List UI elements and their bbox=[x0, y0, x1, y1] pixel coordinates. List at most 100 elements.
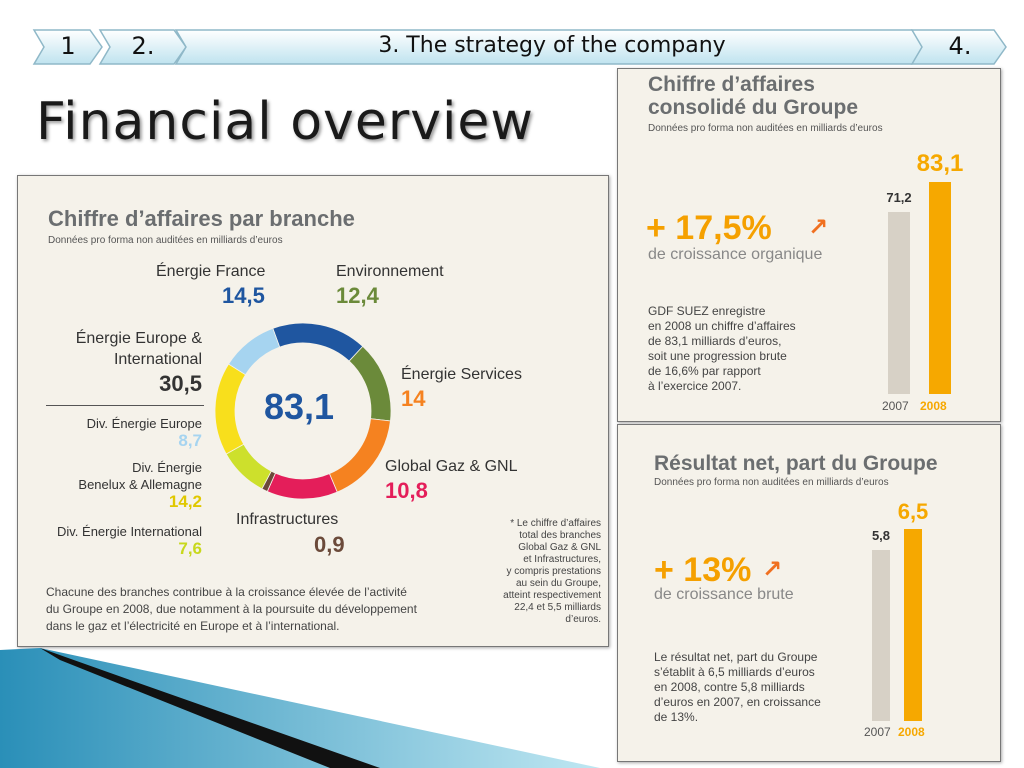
nav-step-3[interactable]: 3. The strategy of the company bbox=[174, 26, 930, 68]
net-bar-2007 bbox=[872, 550, 890, 721]
footnote: * Le chiffre d’affaires total des branch… bbox=[478, 518, 601, 626]
nav-step-1-label: 1 bbox=[60, 32, 76, 60]
net-text-line: en 2008, contre 5,8 milliards bbox=[654, 680, 805, 694]
net-text-line: de 13%. bbox=[654, 710, 699, 724]
revenue-growth: + 17,5% bbox=[646, 209, 772, 247]
revenue-title-line2: consolidé du Groupe bbox=[648, 96, 859, 119]
nav-step-1[interactable]: 1 bbox=[32, 26, 104, 68]
chevron-shape bbox=[910, 29, 1007, 65]
label-environnement: Environnement bbox=[336, 263, 444, 280]
label-div-international: Div. Énergie International bbox=[56, 524, 202, 539]
net-text-line: s’établit à 6,5 milliards d’euros bbox=[654, 665, 815, 679]
label-infrastructures: Infrastructures bbox=[236, 511, 339, 528]
donut-slice-6 bbox=[214, 363, 247, 455]
growth-arrow-icon: ↗ bbox=[762, 555, 783, 583]
revenue-title-line1: Chiffre d’affaires bbox=[648, 73, 815, 96]
page-title: Financial overview bbox=[36, 92, 534, 152]
chevron-shape bbox=[98, 29, 187, 65]
donut-description: Chacune des branches contribue à la croi… bbox=[46, 584, 476, 635]
value-environnement: 12,4 bbox=[336, 283, 379, 308]
value-energie-europe: 30,5 bbox=[159, 371, 202, 396]
revenue-text-line: soit une progression brute bbox=[648, 349, 787, 363]
net-year-2008: 2008 bbox=[898, 725, 925, 739]
net-growth: + 13% bbox=[654, 551, 752, 589]
footnote-line: et Infrastructures, bbox=[523, 554, 601, 565]
donut-chart bbox=[214, 322, 392, 500]
revenue-bar-label-2007: 71,2 bbox=[886, 190, 912, 205]
value-div-benelux: 14,2 bbox=[168, 492, 202, 511]
revenue-year-2008: 2008 bbox=[920, 399, 947, 413]
label-div-benelux-line2: Benelux & Allemagne bbox=[78, 477, 202, 492]
net-bar-label-2007: 5,8 bbox=[871, 528, 891, 543]
donut-subtitle: Données pro forma non auditées en millia… bbox=[48, 235, 283, 246]
description-line: du Groupe en 2008, due notamment à la po… bbox=[46, 602, 417, 616]
net-panel: Résultat net, part du Groupe Données pro… bbox=[617, 424, 1001, 762]
revenue-text-line: de 16,6% par rapport bbox=[648, 364, 761, 378]
nav-step-4-label: 4. bbox=[948, 32, 972, 60]
revenue-growth-sub: de croissance organique bbox=[648, 246, 823, 263]
label-div-benelux-line1: Div. Énergie bbox=[132, 460, 202, 475]
revenue-bar-label-2008: 83,1 bbox=[916, 150, 964, 177]
donut-slice-3 bbox=[266, 472, 338, 500]
label-div-benelux: Div. Énergie Benelux & Allemagne bbox=[48, 459, 202, 493]
revenue-text: GDF SUEZ enregistre en 2008 un chiffre d… bbox=[648, 304, 796, 394]
donut-title: Chiffre d’affaires par branche bbox=[48, 206, 355, 231]
label-energie-europe: Énergie Europe & International bbox=[48, 328, 202, 370]
revenue-subtitle: Données pro forma non auditées en millia… bbox=[648, 123, 883, 134]
donut-slice-7 bbox=[228, 327, 281, 376]
net-bar-2008 bbox=[904, 529, 922, 721]
revenue-text-line: GDF SUEZ enregistre bbox=[648, 304, 766, 318]
decorative-swoosh bbox=[0, 648, 600, 768]
footnote-line: y compris prestations bbox=[506, 566, 601, 577]
revenue-year-2007: 2007 bbox=[882, 399, 909, 413]
footnote-line: Global Gaz & GNL bbox=[518, 542, 601, 553]
description-line: dans le gaz et l’électricité en Europe e… bbox=[46, 619, 340, 633]
revenue-bar-2008 bbox=[929, 182, 951, 394]
value-energie-france: 14,5 bbox=[222, 283, 265, 308]
revenue-panel: Chiffre d’affaires consolidé du Groupe D… bbox=[617, 68, 1001, 422]
value-global-gaz: 10,8 bbox=[385, 478, 428, 503]
net-bar-label-2008: 6,5 bbox=[897, 499, 929, 524]
net-text-line: d’euros en 2007, en croissance bbox=[654, 695, 821, 709]
label-energie-europe-line1: Énergie Europe & bbox=[75, 330, 202, 347]
footnote-line: d’euros. bbox=[565, 614, 601, 625]
label-energie-europe-line2: International bbox=[113, 351, 202, 368]
footnote-line: atteint respectivement bbox=[503, 590, 601, 601]
net-text-line: Le résultat net, part du Groupe bbox=[654, 650, 818, 664]
footnote-line: 22,4 et 5,5 milliards bbox=[514, 602, 601, 613]
revenue-title: Chiffre d’affaires consolidé du Groupe bbox=[648, 73, 858, 119]
donut-slice-0 bbox=[272, 322, 364, 362]
label-global-gaz: Global Gaz & GNL bbox=[385, 458, 518, 475]
net-growth-sub: de croissance brute bbox=[654, 586, 794, 603]
label-div-europe: Div. Énergie Europe bbox=[86, 416, 202, 431]
net-text: Le résultat net, part du Groupe s’établi… bbox=[654, 650, 821, 725]
nav-step-2[interactable]: 2. bbox=[98, 26, 188, 68]
donut-panel: Chiffre d’affaires par branche Données p… bbox=[17, 175, 609, 647]
description-line: Chacune des branches contribue à la croi… bbox=[46, 585, 407, 599]
net-subtitle: Données pro forma non auditées en millia… bbox=[654, 477, 889, 488]
footnote-line: total des branches bbox=[519, 530, 601, 541]
label-energie-france: Énergie France bbox=[156, 263, 266, 280]
chevron-shape bbox=[32, 29, 103, 65]
divider bbox=[46, 405, 204, 406]
nav-step-2-label: 2. bbox=[131, 32, 155, 60]
value-energie-services: 14 bbox=[401, 386, 426, 411]
nav-step-4[interactable]: 4. bbox=[910, 26, 1010, 68]
donut-total: 83,1 bbox=[264, 386, 335, 427]
net-title: Résultat net, part du Groupe bbox=[654, 452, 938, 475]
footnote-line: * Le chiffre d’affaires bbox=[510, 518, 601, 529]
donut-slice-5 bbox=[225, 443, 272, 490]
label-energie-services: Énergie Services bbox=[401, 366, 522, 383]
growth-arrow-icon: ↗ bbox=[808, 213, 829, 241]
value-div-europe: 8,7 bbox=[178, 431, 202, 450]
nav-step-3-label: 3. The strategy of the company bbox=[378, 33, 726, 58]
revenue-text-line: à l’exercice 2007. bbox=[648, 379, 742, 393]
footnote-line: au sein du Groupe, bbox=[515, 578, 601, 589]
net-year-2007: 2007 bbox=[864, 725, 891, 739]
revenue-text-line: en 2008 un chiffre d’affaires bbox=[648, 319, 796, 333]
donut-slice-1 bbox=[348, 345, 392, 422]
donut-slice-2 bbox=[328, 418, 391, 493]
revenue-bar-2007 bbox=[888, 212, 910, 394]
value-div-international: 7,6 bbox=[178, 539, 202, 558]
value-infrastructures: 0,9 bbox=[314, 532, 345, 557]
